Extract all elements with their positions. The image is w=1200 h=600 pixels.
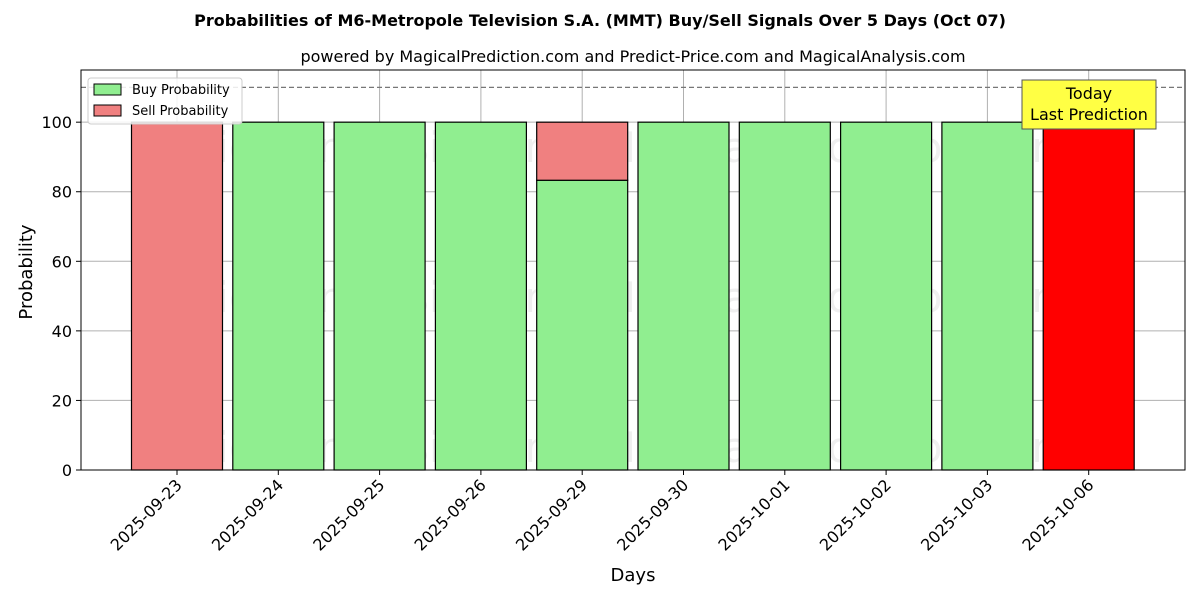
x-tick-label: 2025-09-30 — [613, 475, 692, 554]
plot-frame — [80, 69, 1186, 471]
y-tick-label: 80 — [52, 183, 72, 202]
y-tick-label: 20 — [52, 391, 72, 410]
legend-swatch — [93, 83, 122, 96]
bar-buy — [232, 121, 325, 471]
legend: Buy Probability Sell Probability — [87, 77, 243, 125]
bar-buy — [434, 121, 527, 471]
legend-label: Buy Probability — [132, 83, 230, 98]
x-tick-label: 2025-10-03 — [917, 475, 996, 554]
bar-sell — [130, 121, 224, 471]
chart-title: Probabilities of M6-Metropole Television… — [194, 11, 1006, 30]
x-axis: 2025-09-23 2025-09-24 2025-09-25 2025-09-26… — [107, 470, 1098, 555]
x-tick-label: 2025-09-25 — [309, 475, 388, 554]
y-tick-label: 100 — [41, 113, 72, 132]
bar-buy — [333, 121, 426, 471]
x-tick-label: 2025-10-02 — [816, 475, 895, 554]
y-tick-label: 60 — [52, 252, 72, 271]
bar-buy — [941, 121, 1034, 471]
y-axis: 0 20 40 60 80 100 — [41, 113, 81, 480]
x-tick-label: 2025-09-29 — [512, 475, 591, 554]
x-tick-label: 2025-09-26 — [411, 475, 490, 554]
y-axis-label: Probability — [16, 224, 37, 319]
x-tick-label: 2025-10-06 — [1018, 475, 1097, 554]
bar-buy — [637, 121, 730, 471]
annotation-line-1: Today — [1065, 84, 1112, 103]
bar-buy — [536, 179, 629, 471]
bar-buy — [738, 121, 831, 471]
bars-layer — [130, 121, 1135, 471]
bar-buy — [839, 121, 933, 471]
legend-swatch — [93, 104, 122, 117]
x-tick-label: 2025-09-24 — [208, 475, 287, 554]
legend-box — [87, 77, 243, 125]
today-annotation: Today Last Prediction — [1021, 79, 1157, 130]
bar-sell — [1042, 121, 1135, 471]
x-tick-label: 2025-10-01 — [714, 475, 793, 554]
chart-subtitle: powered by MagicalPrediction.com and Pre… — [300, 47, 965, 66]
annotation-line-2: Last Prediction — [1030, 105, 1148, 124]
x-tick-label: 2025-09-23 — [107, 475, 186, 554]
bar-sell — [536, 121, 629, 181]
y-tick-label: 0 — [62, 461, 72, 480]
legend-label: Sell Probability — [132, 104, 229, 119]
annotation-box — [1021, 79, 1157, 130]
x-axis-label: Days — [611, 565, 656, 586]
y-tick-label: 40 — [52, 322, 72, 341]
